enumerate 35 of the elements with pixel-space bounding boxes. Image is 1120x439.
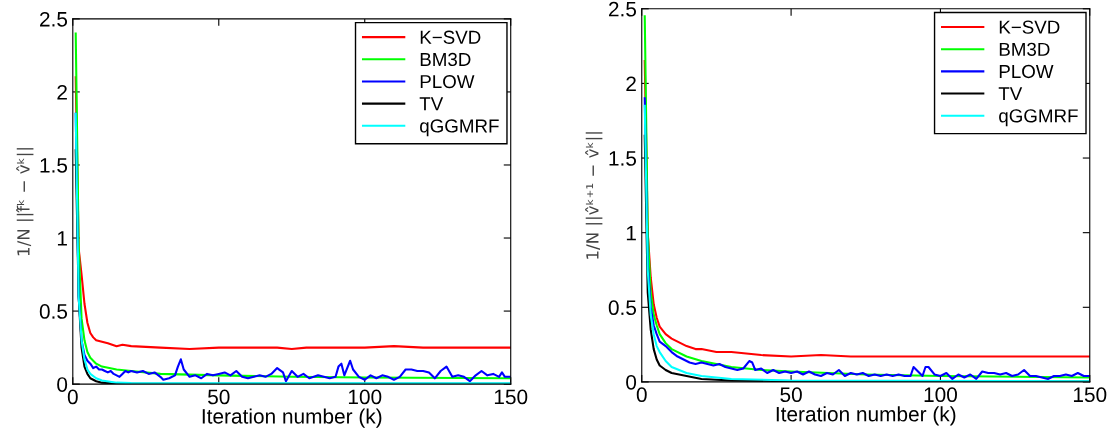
x-tick-label: 150 [1073,387,1107,403]
y-tick-label: 2.5 [608,1,637,17]
legend-label: qGGMRF [999,109,1078,127]
x-tick-label: 100 [924,387,957,403]
line-series [74,32,511,380]
x-tick-label: 150 [494,389,528,405]
x-tick-label: 50 [208,389,230,405]
y-tick-label: 2 [626,76,636,91]
legend-label: BM3D [999,42,1050,56]
legend-label: PLOW [999,64,1054,79]
y-tick-label: 1.5 [40,158,68,173]
y-tick-label: 0.5 [608,300,637,316]
y-tick-label: 0 [626,374,637,390]
legend-label: BM3D [420,52,471,67]
y-tick-label: 1.5 [609,151,637,166]
legend-label: K−SVD [999,20,1060,34]
legend-label: qGGMRF [420,119,499,137]
y-tick-label: 0.5 [39,304,68,319]
y-tick-label: 0 [57,377,68,392]
legend-label: TV [998,87,1023,101]
legend-label: TV [419,97,444,111]
y-tick-label: 2 [57,84,67,100]
y-tick-label: 2.5 [40,11,68,27]
x-axis-title: Iteration number (k) [776,406,956,426]
x-axis-title: Iteration number (k) [202,408,382,428]
y-tick-label: 1 [57,231,67,246]
y-axis-title: 1/N ||v̂ᵏ⁺¹ − v̂ᵏ|| [585,132,603,259]
x-tick-label: 100 [348,389,382,405]
y-axis-title: 1/N ||f̂ᵏ − v̂ᵏ|| [16,148,34,256]
x-tick-label: 50 [780,387,802,403]
y-tick-label: 1 [626,225,636,241]
x-tick-label: 0 [636,387,647,403]
x-tick-label: 0 [67,389,78,405]
legend-label: PLOW [420,74,475,89]
legend-label: K−SVD [420,30,481,44]
